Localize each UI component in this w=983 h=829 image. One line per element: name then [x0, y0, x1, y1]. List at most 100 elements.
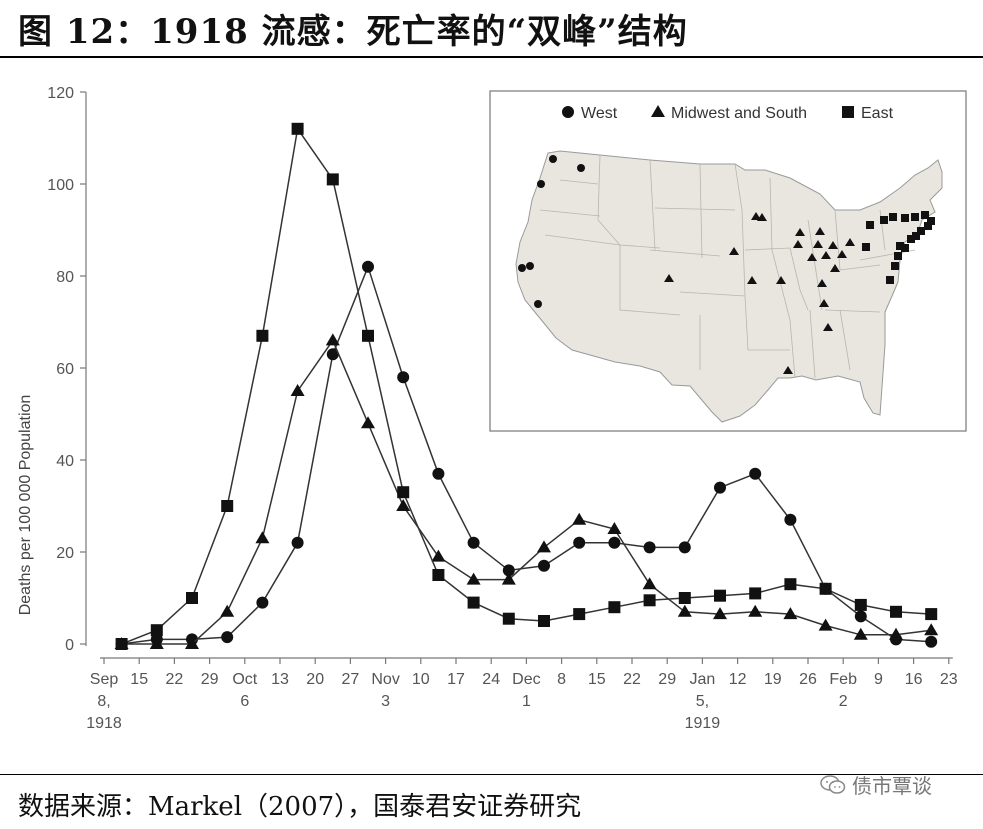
data-point-east [467, 596, 480, 609]
series-west [115, 260, 938, 650]
city-marker-midwest-south [664, 274, 674, 282]
x-tick-label: 15 [588, 671, 606, 688]
data-point-midwest-and-south [713, 607, 727, 620]
us-map-inset: West Midwest and South East [489, 90, 967, 432]
city-marker-east [894, 252, 902, 260]
city-marker-west [518, 264, 526, 272]
city-marker-midwest-south [729, 247, 739, 255]
city-marker-midwest-south [795, 228, 805, 236]
x-tick-label: 1 [522, 693, 531, 710]
city-marker-midwest-south [823, 323, 833, 331]
x-tick-label: 29 [658, 671, 676, 688]
city-marker-midwest-south [845, 238, 855, 246]
x-tick-label: Nov [371, 671, 399, 688]
data-point-midwest-and-south [642, 577, 657, 590]
data-point-midwest-and-south [748, 604, 763, 617]
data-point-midwest-and-south [396, 499, 411, 511]
series-line-midwest-and-south [121, 338, 932, 645]
data-point-west [326, 348, 339, 361]
city-marker-west [537, 180, 545, 188]
data-point-east [819, 582, 832, 595]
data-point-east [538, 615, 550, 627]
data-point-east [854, 598, 867, 611]
watermark-text: 债市覃谈 [852, 774, 932, 798]
legend-label-midwest-and-south: Midwest and South [671, 105, 807, 122]
x-tick-label: 3 [381, 693, 390, 710]
data-point-midwest-and-south [255, 531, 270, 544]
map-city-markers [518, 155, 935, 374]
x-tick-label: 8, [97, 693, 110, 710]
data-point-midwest-and-south [361, 416, 375, 429]
x-tick-label: 20 [306, 671, 324, 688]
data-point-west [362, 260, 374, 273]
data-point-east [291, 122, 304, 135]
x-tick-label: 27 [342, 671, 360, 688]
data-point-west [397, 371, 410, 384]
city-marker-midwest-south [747, 276, 757, 284]
data-point-west [467, 536, 480, 549]
city-marker-midwest-south [837, 250, 847, 258]
wechat-icon [820, 774, 846, 794]
city-marker-midwest-south [817, 279, 827, 287]
data-point-midwest-and-south [889, 627, 903, 640]
city-marker-midwest-south [815, 227, 825, 235]
city-marker-midwest-south [828, 241, 838, 249]
city-marker-west [549, 155, 557, 163]
y-tick-label: 20 [56, 545, 74, 562]
city-marker-east [880, 216, 888, 224]
city-marker-west [534, 300, 542, 308]
city-marker-east [889, 213, 897, 221]
chart-series [114, 122, 939, 650]
data-point-midwest-and-south [853, 627, 868, 640]
city-marker-east [886, 276, 894, 284]
data-point-west [256, 596, 269, 609]
data-point-east [714, 589, 726, 602]
city-marker-midwest-south [819, 299, 829, 307]
legend-label-west: West [581, 105, 618, 122]
data-point-east [784, 578, 797, 591]
data-point-midwest-and-south [818, 618, 833, 631]
data-point-west [784, 513, 797, 526]
data-point-midwest-and-south [185, 637, 199, 649]
legend-marker-west [562, 106, 574, 118]
x-tick-label: 26 [799, 671, 817, 688]
data-point-midwest-and-south [501, 572, 516, 585]
series-east [115, 122, 938, 650]
data-point-east [890, 605, 902, 618]
data-point-east [256, 329, 269, 342]
x-tick-label: 24 [482, 671, 500, 688]
x-tick-label: 22 [166, 671, 184, 688]
data-point-midwest-and-south [607, 522, 622, 534]
data-point-midwest-and-south [149, 637, 164, 649]
data-point-west [854, 610, 867, 623]
state-borders [539, 154, 916, 379]
city-marker-midwest-south [813, 240, 823, 248]
x-tick-label: 16 [905, 671, 923, 688]
data-point-east [221, 500, 234, 512]
city-marker-midwest-south [830, 264, 840, 272]
data-point-midwest-and-south [431, 549, 446, 562]
city-marker-west [577, 164, 585, 172]
city-marker-east [862, 243, 870, 251]
city-marker-midwest-south [793, 240, 803, 248]
data-point-east [186, 592, 198, 604]
series-line-west [121, 264, 932, 645]
data-point-midwest-and-south [290, 384, 305, 396]
data-point-west [749, 467, 762, 480]
data-point-east [925, 608, 938, 621]
data-point-midwest-and-south [677, 604, 692, 617]
data-point-west [432, 467, 445, 480]
data-point-east [326, 173, 339, 186]
city-marker-west [526, 262, 534, 270]
x-tick-label: 9 [874, 671, 883, 688]
x-tick-label: 17 [447, 671, 465, 688]
data-point-east [115, 638, 128, 650]
legend-marker-midwest-and-south [651, 105, 665, 117]
data-point-west [221, 631, 234, 644]
city-marker-midwest-south [783, 366, 793, 374]
city-marker-east [891, 262, 899, 270]
x-tick-label: 10 [412, 671, 430, 688]
data-point-east [502, 612, 515, 625]
y-axis-label: Deaths per 100 000 Population [17, 395, 34, 616]
